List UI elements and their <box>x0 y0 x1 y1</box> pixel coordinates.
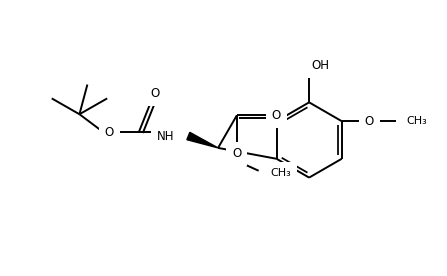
Text: O: O <box>150 87 159 100</box>
Text: O: O <box>105 126 114 139</box>
Text: CH₃: CH₃ <box>270 168 291 178</box>
Text: NH: NH <box>157 129 174 142</box>
Text: O: O <box>365 115 374 128</box>
Text: O: O <box>272 109 281 122</box>
Text: O: O <box>232 147 241 160</box>
Text: CH₃: CH₃ <box>406 116 427 126</box>
Polygon shape <box>187 132 218 148</box>
Text: OH: OH <box>311 59 329 72</box>
